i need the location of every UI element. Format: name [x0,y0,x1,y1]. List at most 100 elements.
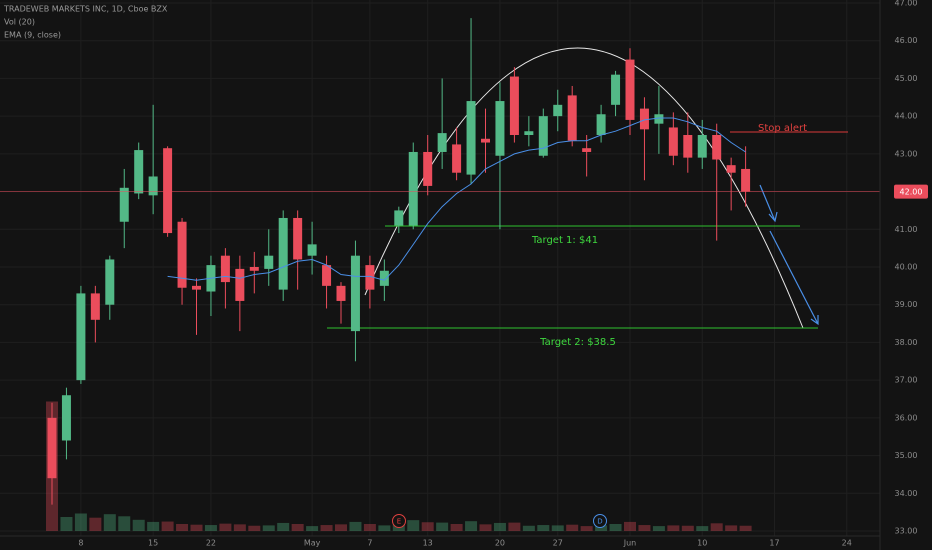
candle-body [726,165,736,173]
arrow [759,184,776,222]
study-label: Vol (20) [4,18,35,27]
volume-bar [465,521,478,531]
candle-body [119,187,129,222]
candle-body [336,285,346,301]
volume-bar [60,517,73,531]
y-tick-label: 39.00 [895,300,918,309]
volume-bar [725,525,738,531]
candle-body [61,395,71,441]
candle-body [192,285,201,290]
y-tick-label: 38.00 [895,338,918,347]
candle-body [466,101,476,175]
x-tick-label: 24 [842,539,852,548]
arrows [759,184,819,326]
y-tick-label: 46.00 [895,36,918,45]
candle-body [452,144,462,173]
candle-body [90,293,100,320]
volume-bar [277,522,290,531]
candle-body [668,127,678,156]
x-tick-label: 13 [423,539,433,548]
y-tick-label: 34.00 [895,489,918,498]
event-marker: D [593,514,607,528]
arrow-head [810,315,819,326]
volume-bar [421,522,434,531]
volume-bar [190,524,203,531]
candle-body [423,151,433,186]
x-tick-label: 17 [769,539,779,548]
candle-body [365,265,375,290]
candle-body [639,108,649,130]
volume-bar [233,524,246,531]
volume-bar [508,522,521,531]
candle-body [611,74,621,105]
event-circle [392,514,406,528]
volume-bar [291,524,304,531]
volume-bar [349,521,362,531]
candle-body [625,59,635,120]
price-pane [0,18,880,505]
y-tick-label: 43.00 [895,149,918,158]
volume-bar [710,523,723,531]
candle-body [264,255,274,269]
volume-bar [248,525,261,531]
volume-bar [89,517,102,531]
chart-title: TRADEWEB MARKETS INC, 1D, Cboe BZX [3,5,168,14]
volume-bar [681,525,694,531]
candle-body [177,221,187,288]
candle-body [249,267,259,271]
candle-body [495,101,505,156]
candle-body [712,135,722,160]
event-circle [593,514,607,528]
candle-body [47,417,57,479]
volume-bar [624,521,636,531]
volume-bar [696,526,709,531]
candle-body [278,217,288,290]
y-tick-label: 47.00 [895,0,918,8]
volume-bar [161,521,174,531]
candle-body [105,259,115,305]
x-tick-label: May [304,539,321,548]
candle-body [582,148,592,152]
volume-bar [407,520,420,531]
candle-body [654,114,664,124]
x-tick-label: 22 [206,539,216,548]
candle-body [163,148,173,234]
y-tick-label: 36.00 [895,413,918,422]
y-tick-label: 35.00 [895,451,918,460]
y-tick-label: 41.00 [895,225,918,234]
volume-bar [595,525,608,531]
candle-body [307,244,317,256]
volume-bar [262,525,275,531]
volume-bar [580,526,593,531]
candle-body [322,265,332,286]
volume-bar [479,524,492,531]
volume-bar [306,526,319,531]
x-tick-label: 20 [495,539,505,548]
volume-bar [204,525,217,531]
candle-body [394,210,404,226]
arrow [769,230,819,325]
volume-bar [537,525,550,531]
y-tick-label: 37.00 [895,376,918,385]
candle-body [293,217,303,260]
volume-bar [378,525,391,531]
candle-body [481,138,490,143]
volume-bar [522,525,535,531]
candle-body [220,255,230,283]
volume-bar [436,522,449,531]
candle-body [76,293,86,381]
last-price-badge [894,184,928,199]
volume-bar [147,521,160,531]
x-tick-label: 7 [367,539,372,548]
volume-bar [566,524,579,531]
candle-body [741,168,751,192]
candle-body [134,150,144,194]
annotation: Target 2: $38.5 [539,337,616,348]
candle-body [697,135,707,158]
volume-bar [450,524,463,531]
volume-bar [74,513,87,531]
candle-body [538,116,548,156]
volume-bar [118,516,131,531]
